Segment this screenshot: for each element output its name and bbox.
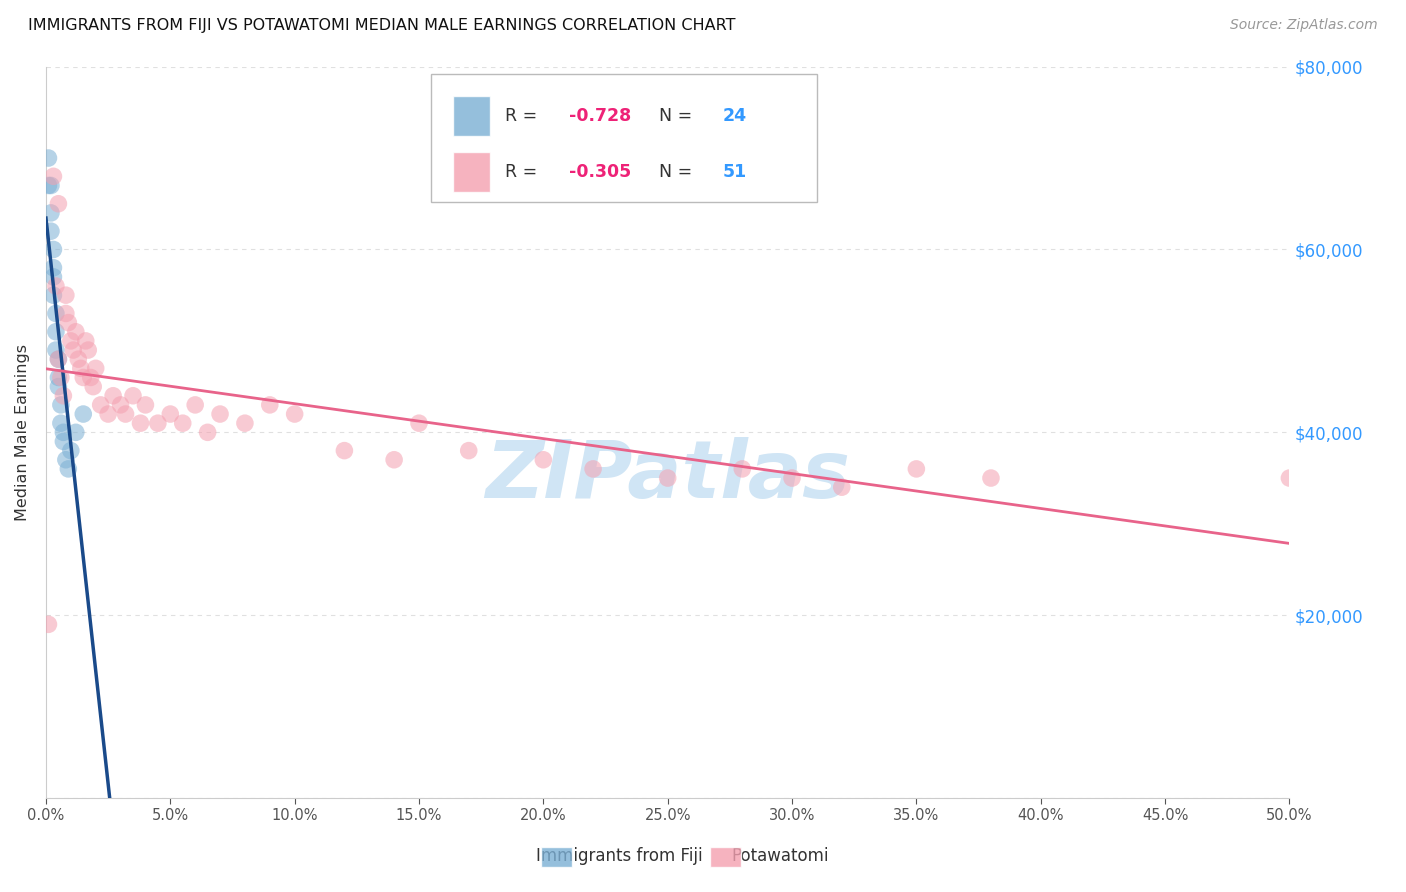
Point xyxy=(65,425,87,440)
Y-axis label: Median Male Earnings: Median Male Earnings xyxy=(15,343,30,521)
Point xyxy=(209,407,232,421)
Point xyxy=(58,462,80,476)
Point xyxy=(172,416,194,430)
Point xyxy=(45,325,67,339)
Point xyxy=(80,370,103,384)
FancyBboxPatch shape xyxy=(453,96,489,136)
Point xyxy=(980,471,1002,485)
Text: R =: R = xyxy=(505,107,543,125)
Point xyxy=(72,370,94,384)
Point xyxy=(48,370,70,384)
Point xyxy=(84,361,107,376)
Point xyxy=(184,398,207,412)
Point xyxy=(122,389,145,403)
Point xyxy=(55,288,77,302)
Point xyxy=(69,361,91,376)
Text: R =: R = xyxy=(505,162,543,181)
Point xyxy=(114,407,136,421)
Point xyxy=(62,343,84,357)
Point xyxy=(45,343,67,357)
Point xyxy=(39,224,62,238)
Text: 51: 51 xyxy=(723,162,747,181)
Point xyxy=(831,480,853,494)
Point xyxy=(582,462,605,476)
Text: N =: N = xyxy=(648,162,697,181)
Point xyxy=(48,379,70,393)
Point xyxy=(45,279,67,293)
Point xyxy=(49,416,72,430)
Text: -0.728: -0.728 xyxy=(569,107,631,125)
Point xyxy=(39,178,62,193)
Point xyxy=(48,352,70,367)
Point xyxy=(146,416,169,430)
Point xyxy=(77,343,100,357)
Point xyxy=(134,398,156,412)
Point xyxy=(48,352,70,367)
Point xyxy=(75,334,97,348)
Point xyxy=(259,398,281,412)
Point xyxy=(97,407,120,421)
Point xyxy=(67,352,90,367)
Text: 24: 24 xyxy=(723,107,747,125)
Point xyxy=(52,425,75,440)
Point xyxy=(37,151,59,165)
Text: Source: ZipAtlas.com: Source: ZipAtlas.com xyxy=(1230,18,1378,32)
Point xyxy=(48,196,70,211)
Point xyxy=(45,306,67,320)
Text: Immigrants from Fiji: Immigrants from Fiji xyxy=(536,847,703,865)
Point xyxy=(37,617,59,632)
Point xyxy=(780,471,803,485)
Point xyxy=(333,443,356,458)
Text: IMMIGRANTS FROM FIJI VS POTAWATOMI MEDIAN MALE EARNINGS CORRELATION CHART: IMMIGRANTS FROM FIJI VS POTAWATOMI MEDIA… xyxy=(28,18,735,33)
Point xyxy=(55,452,77,467)
FancyBboxPatch shape xyxy=(432,74,817,202)
Text: N =: N = xyxy=(648,107,697,125)
Point xyxy=(197,425,219,440)
Text: Potawatomi: Potawatomi xyxy=(731,847,828,865)
FancyBboxPatch shape xyxy=(453,152,489,192)
Point xyxy=(1278,471,1301,485)
Point xyxy=(65,325,87,339)
Point xyxy=(110,398,132,412)
Point xyxy=(101,389,124,403)
Point xyxy=(42,288,65,302)
Point xyxy=(82,379,104,393)
Point xyxy=(408,416,430,430)
Point xyxy=(731,462,754,476)
Point xyxy=(59,443,82,458)
Point xyxy=(42,169,65,184)
Point xyxy=(90,398,112,412)
Point xyxy=(159,407,181,421)
Point xyxy=(55,306,77,320)
Point xyxy=(49,398,72,412)
Point xyxy=(37,178,59,193)
Point xyxy=(284,407,307,421)
Text: -0.305: -0.305 xyxy=(569,162,631,181)
Point xyxy=(233,416,256,430)
Text: ZIPatlas: ZIPatlas xyxy=(485,437,851,516)
Point xyxy=(129,416,152,430)
Point xyxy=(58,316,80,330)
Point xyxy=(657,471,679,485)
Point xyxy=(382,452,405,467)
Point xyxy=(905,462,928,476)
Point xyxy=(531,452,554,467)
Point xyxy=(52,389,75,403)
Point xyxy=(49,370,72,384)
Point xyxy=(42,243,65,257)
Point xyxy=(42,269,65,284)
Point xyxy=(42,260,65,275)
Point xyxy=(52,434,75,449)
Point xyxy=(457,443,479,458)
Point xyxy=(59,334,82,348)
Point xyxy=(72,407,94,421)
Point xyxy=(39,206,62,220)
